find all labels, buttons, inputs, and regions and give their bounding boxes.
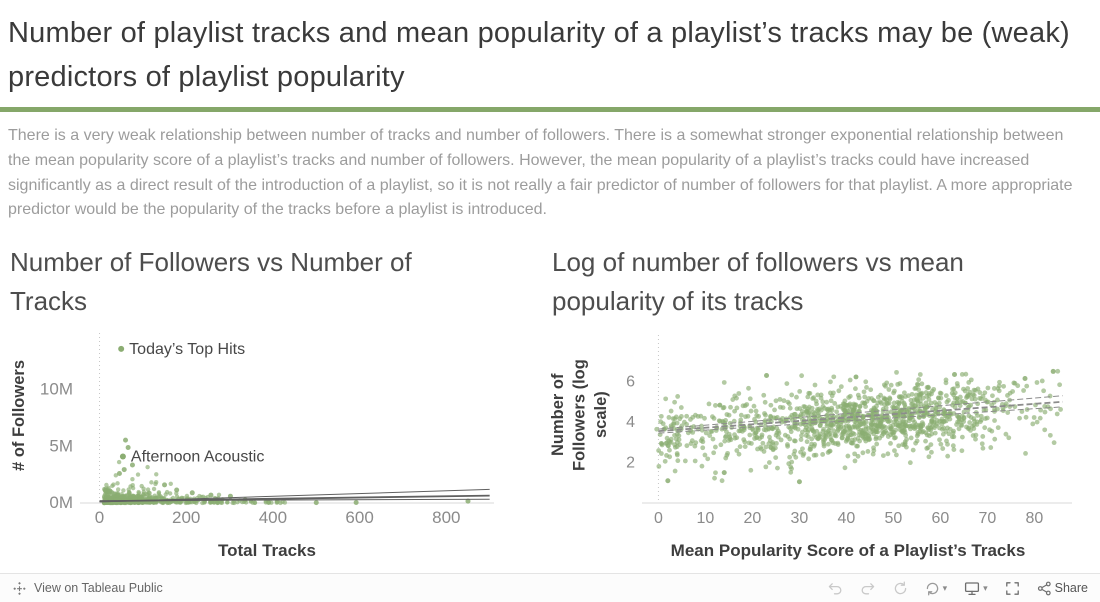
svg-text:6: 6: [626, 374, 635, 391]
svg-text:400: 400: [259, 508, 287, 527]
redo-button[interactable]: [860, 581, 876, 595]
svg-text:4: 4: [626, 414, 635, 431]
svg-text:80: 80: [1026, 510, 1044, 527]
svg-text:Afternoon Acoustic: Afternoon Acoustic: [131, 449, 264, 466]
redo-icon: [861, 583, 874, 595]
svg-text:30: 30: [791, 510, 809, 527]
view-on-tableau-label: View on Tableau Public: [34, 581, 163, 595]
share-label: Share: [1054, 581, 1088, 595]
svg-text:600: 600: [345, 508, 373, 527]
svg-text:20: 20: [744, 510, 762, 527]
svg-text:800: 800: [432, 508, 460, 527]
undo-button[interactable]: [827, 581, 843, 595]
replay-icon: [894, 581, 906, 594]
scatter-plot-log-followers-vs-popularity[interactable]: 0 10 20 30 40 50 60 70 80 2 4 6: [612, 327, 1084, 533]
undo-icon: [828, 583, 842, 595]
chart-title-left: Number of Followers vs Number of Tracks: [10, 247, 412, 317]
fullscreen-button[interactable]: [1005, 581, 1020, 596]
svg-text:60: 60: [932, 510, 950, 527]
x-axis-label-left: Total Tracks: [218, 541, 316, 561]
y-axis-label-left: # of Followers: [6, 327, 32, 503]
tableau-logo-icon: [13, 581, 26, 595]
replay-button[interactable]: [893, 581, 908, 596]
fullscreen-icon: [1005, 581, 1019, 595]
refresh-menu-button[interactable]: ▾: [925, 581, 948, 596]
svg-text:5M: 5M: [49, 437, 73, 456]
svg-text:200: 200: [172, 508, 200, 527]
toolbar-actions: ▾ ▾ Share: [827, 581, 1088, 596]
x-axis-label-right: Mean Popularity Score of a Playlist’s Tr…: [670, 541, 1026, 561]
svg-text:0M: 0M: [49, 493, 73, 512]
svg-text:70: 70: [979, 510, 997, 527]
panel-followers-vs-tracks: Number of Followers vs Number of Tracks …: [6, 243, 538, 561]
svg-text:50: 50: [885, 510, 903, 527]
svg-text:0: 0: [95, 508, 104, 527]
svg-text:Today’s Top Hits: Today’s Top Hits: [129, 341, 245, 358]
svg-text:10: 10: [697, 510, 715, 527]
dashboard-description: There is a very weak relationship betwee…: [8, 127, 1073, 219]
panel-log-followers-vs-popularity: Log of number of followers vs mean popul…: [538, 243, 1096, 561]
monitor-icon: [965, 581, 980, 595]
y-axis-label-right: Number of Followers (log scale): [548, 327, 612, 503]
dashboard-header: Number of playlist tracks and mean popul…: [0, 0, 1100, 112]
y-axis-label-text: Number of Followers (log scale): [548, 359, 610, 472]
chevron-down-icon: ▾: [983, 582, 988, 593]
chevron-down-icon: ▾: [942, 582, 948, 593]
svg-text:2: 2: [626, 455, 635, 472]
tableau-toolbar: View on Tableau Public: [0, 573, 1100, 602]
refresh-icon: [926, 582, 938, 595]
y-axis-label-text: # of Followers: [9, 359, 28, 471]
share-button[interactable]: Share: [1037, 581, 1088, 596]
svg-text:0: 0: [654, 510, 663, 527]
dashboard-title: Number of playlist tracks and mean popul…: [8, 17, 1070, 93]
device-preview-button[interactable]: ▾: [964, 581, 988, 596]
charts-row: Number of Followers vs Number of Tracks …: [0, 223, 1100, 561]
scatter-plot-followers-vs-tracks[interactable]: 0 200 400 600 800 0M 5M 10M Today’s Top Hits Afte…: [32, 327, 502, 533]
view-on-tableau-link[interactable]: View on Tableau Public: [12, 581, 163, 596]
share-icon: [1037, 581, 1051, 595]
svg-text:10M: 10M: [40, 380, 73, 399]
svg-text:40: 40: [838, 510, 856, 527]
title-underline: [0, 107, 1100, 112]
chart-title-right: Log of number of followers vs mean popul…: [552, 247, 964, 317]
